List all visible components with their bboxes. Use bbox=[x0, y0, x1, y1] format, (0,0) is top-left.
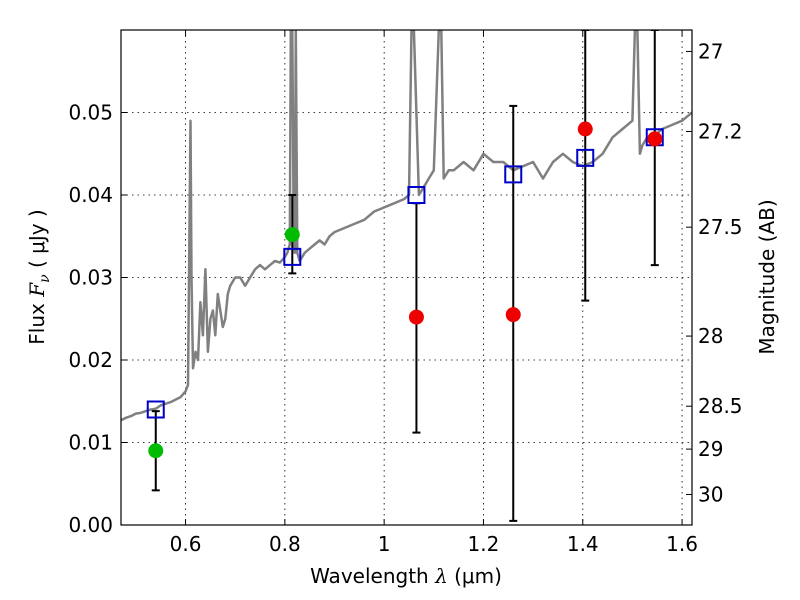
model-point bbox=[407, 186, 426, 204]
plot-background bbox=[121, 30, 692, 525]
ticks: 0.6 0.8 1 1.2 1.4 1.6 0.00 0.01 0.02 0.03 0.04 0.05… bbox=[68, 30, 743, 556]
x-tick-label: 1.2 bbox=[468, 532, 500, 556]
model-point bbox=[504, 165, 523, 184]
y2-tick-label: 28 bbox=[698, 324, 723, 348]
model-point bbox=[576, 148, 595, 167]
y2-tick-label: 30 bbox=[698, 482, 723, 506]
spectrum-line bbox=[121, 30, 692, 422]
y2-axis-label: Magnitude (AB) bbox=[755, 199, 779, 354]
x-tick-label: 1.4 bbox=[567, 532, 599, 556]
y-tick-label: 0.03 bbox=[68, 266, 113, 290]
x-tick-label: 1.6 bbox=[666, 532, 698, 556]
y-tick-label: 0.04 bbox=[68, 183, 113, 207]
model-point bbox=[283, 247, 302, 266]
grid bbox=[121, 30, 692, 526]
data-layer bbox=[121, 30, 692, 522]
x-axis-label: Wavelength λ (μm) bbox=[310, 564, 502, 588]
y-tick-label: 0.01 bbox=[68, 431, 113, 455]
y-tick-label: 0.02 bbox=[68, 348, 113, 372]
observed-point bbox=[505, 307, 521, 323]
x-tick-label: 1 bbox=[378, 532, 391, 556]
observed-point bbox=[647, 131, 663, 147]
model-point bbox=[146, 400, 165, 419]
y2-tick-label: 27.2 bbox=[698, 119, 743, 143]
observed-point bbox=[408, 309, 424, 325]
y-tick-label: 0.05 bbox=[68, 101, 113, 125]
y2-tick-label: 27.5 bbox=[698, 215, 743, 239]
y-axis-label: Flux Fν ( μJy ) bbox=[25, 209, 53, 344]
observed-point bbox=[148, 443, 164, 459]
y2-tick-label: 28.5 bbox=[698, 394, 743, 418]
x-tick-label: 0.8 bbox=[269, 532, 301, 556]
observed-point bbox=[284, 227, 300, 243]
y2-tick-label: 29 bbox=[698, 437, 723, 461]
y-tick-label: 0.00 bbox=[68, 513, 113, 537]
observed-point bbox=[577, 121, 593, 137]
x-tick-label: 0.6 bbox=[170, 532, 202, 556]
y2-tick-label: 27 bbox=[698, 39, 723, 63]
